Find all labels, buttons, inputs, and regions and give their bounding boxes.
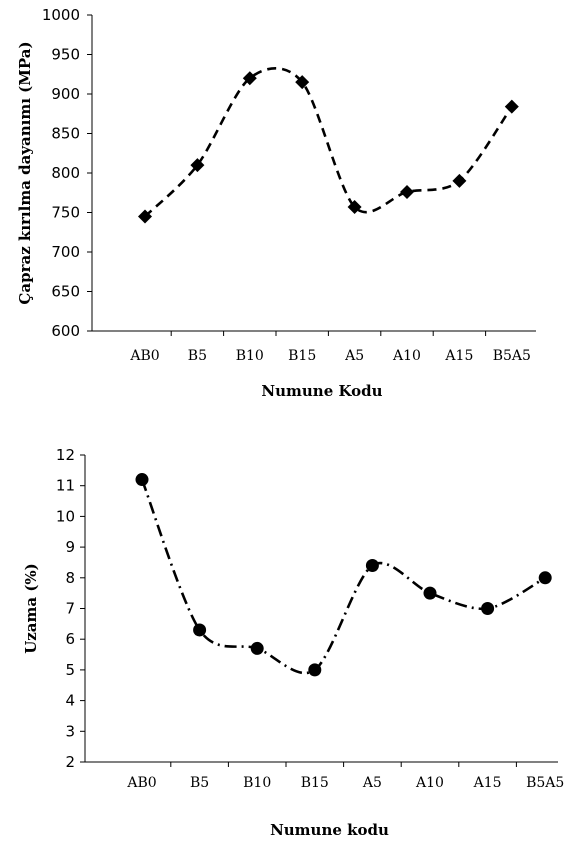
x-tick-label: B15	[288, 348, 316, 364]
data-point-A15	[452, 173, 467, 188]
y-tick-label: 3	[65, 722, 75, 740]
y-tick-label: 800	[51, 164, 80, 182]
x-tick-label: AB0	[126, 775, 156, 791]
x-axis-title: Numune Kodu	[261, 382, 382, 400]
x-tick-label: A15	[473, 775, 502, 791]
x-tick-label: B15	[301, 775, 329, 791]
x-tick-label: A10	[392, 348, 421, 364]
x-tick-label: B5A5	[526, 775, 564, 791]
y-tick-label: 850	[51, 125, 80, 143]
x-tick-label: A15	[444, 348, 473, 364]
y-tick-label: 12	[56, 446, 75, 464]
data-point-B10	[250, 641, 264, 655]
y-tick-label: 7	[65, 600, 75, 618]
x-tick-label: B10	[236, 348, 264, 364]
y-tick-label: 1000	[42, 6, 80, 24]
data-point-A5	[347, 199, 362, 214]
x-axis-title: Numune kodu	[270, 821, 389, 839]
data-point-B5	[190, 158, 205, 173]
y-tick-label: 8	[65, 569, 75, 587]
y-tick-label: 600	[51, 322, 80, 340]
series-line	[144, 67, 513, 218]
y-tick-label: 9	[65, 538, 75, 556]
y-tick-label: 5	[65, 661, 75, 679]
data-point-B15	[308, 663, 322, 677]
data-point-B5A5	[504, 99, 519, 114]
data-point-AB0	[135, 473, 149, 487]
data-point-A15	[481, 602, 495, 615]
series-line	[140, 479, 546, 675]
x-tick-label: B5A5	[493, 348, 531, 364]
x-tick-label: A5	[362, 775, 382, 791]
data-point-B10	[242, 71, 257, 86]
y-tick-label: 700	[51, 243, 80, 261]
y-tick-label: 650	[51, 283, 80, 301]
data-point-AB0	[138, 209, 152, 224]
x-tick-label: AB0	[129, 348, 159, 364]
x-tick-label: A5	[344, 348, 364, 364]
data-point-B5	[193, 623, 207, 637]
data-point-B15	[295, 75, 310, 90]
y-tick-label: 750	[51, 204, 80, 222]
y-axis-title: Uzama (%)	[22, 563, 40, 654]
y-axis-title: Çapraz kırılma dayanımı (MPa)	[16, 41, 34, 304]
x-tick-label: B10	[243, 775, 271, 791]
data-point-A10	[400, 184, 414, 199]
y-tick-label: 900	[51, 85, 80, 103]
strength-chart: 600 650 700 750 800 850 900 950 1000 AB0 B5 B10 B15 A…	[16, 6, 536, 400]
y-tick-label: 10	[56, 507, 75, 525]
y-tick-label: 950	[51, 46, 80, 64]
x-tick-label: A10	[415, 775, 444, 791]
data-point-A5	[365, 559, 379, 573]
data-point-A10	[423, 586, 437, 600]
y-tick-label: 11	[56, 477, 75, 495]
y-tick-label: 6	[65, 630, 75, 648]
y-tick-label: 4	[65, 692, 75, 710]
x-tick-label: B5	[188, 348, 207, 364]
data-point-B5A5	[538, 571, 552, 585]
elongation-chart: 2 3 4 5 6 7 8 9 10 11 12 AB0 B5 B10 B15 A5 A10 A15 B5A5 Num…	[22, 446, 564, 839]
x-tick-label: B5	[190, 775, 209, 791]
y-tick-label: 2	[65, 753, 75, 771]
